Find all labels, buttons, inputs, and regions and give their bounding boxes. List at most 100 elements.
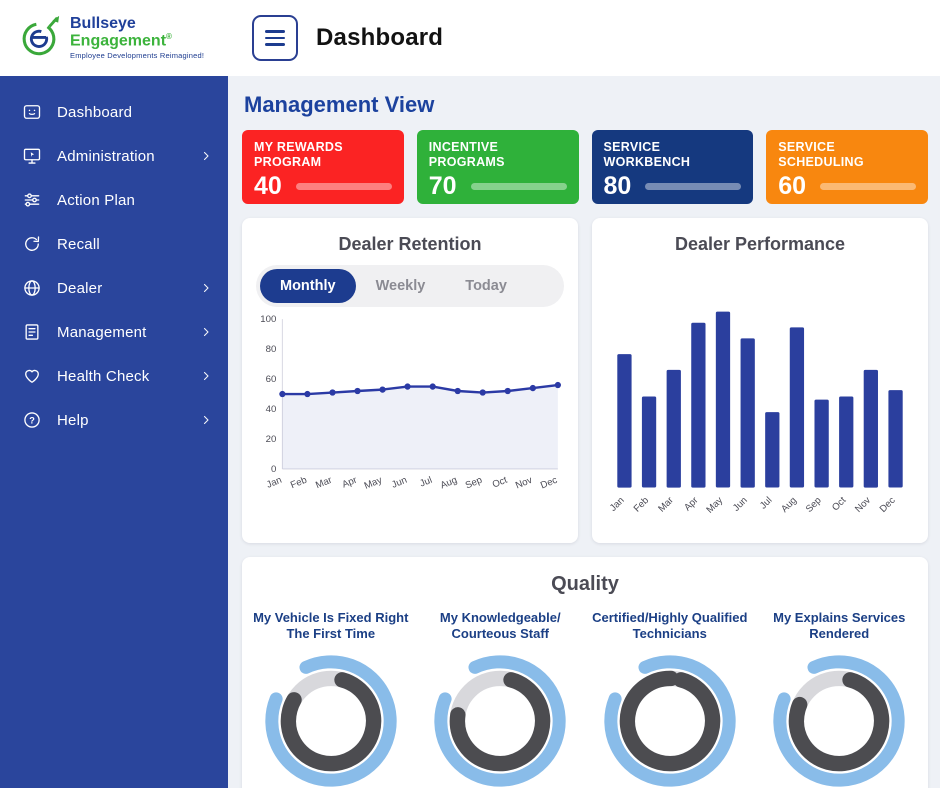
gauge-label: My Vehicle Is Fixed Right The First Time (253, 609, 409, 642)
kpi-value: 70 (428, 172, 457, 200)
dealer-globe-icon (22, 278, 42, 298)
kpi-progress-bar (820, 183, 916, 190)
gauge-label: My Explains Services Rendered (773, 609, 906, 642)
recall-icon (22, 234, 42, 254)
gauge-label: Certified/Highly Qualified Technicians (592, 609, 748, 642)
quality-title: Quality (551, 573, 619, 596)
sidebar-item-dealer[interactable]: Dealer (0, 266, 228, 310)
svg-text:Mar: Mar (656, 494, 676, 514)
gauge-donut (429, 650, 571, 788)
gauge-donut (599, 650, 741, 788)
kpi-progress-bar (645, 183, 742, 190)
dealer-retention-title: Dealer Retention (338, 234, 482, 254)
sidebar-item-management[interactable]: Management (0, 310, 228, 354)
dealer-retention-card: Dealer Retention Monthly Weekly Today 0 2… (242, 218, 578, 544)
kpi-value: 80 (603, 172, 632, 200)
chevron-right-icon (200, 150, 212, 162)
main-area: Dashboard Management View MY REWARDS PRO… (228, 0, 940, 788)
management-report-icon (22, 322, 42, 342)
svg-text:100: 100 (260, 314, 276, 325)
gauge-label: My Knowledgeable/ Courteous Staff (439, 609, 561, 642)
sidebar-item-label: Dashboard (57, 103, 133, 121)
svg-text:60: 60 (266, 374, 277, 385)
administration-icon (22, 146, 42, 166)
dealer-performance-card: Dealer Performance Jan Feb Mar Apr May Jun Jul… (592, 218, 928, 544)
brand-text: Bullseye Engagement® Employee Developmen… (70, 15, 205, 61)
brand-logo-area: Bullseye Engagement® Employee Developmen… (0, 0, 228, 76)
kpi-card-service-scheduling: SERVICE SCHEDULING 60 (766, 130, 928, 204)
hamburger-menu-button[interactable] (252, 15, 298, 61)
brand-name-1: Bullseye (70, 15, 136, 33)
svg-text:Jul: Jul (418, 475, 434, 490)
svg-text:Jan: Jan (265, 475, 283, 491)
sidebar-item-dashboard[interactable]: Dashboard (0, 90, 228, 134)
chevron-right-icon (200, 326, 212, 338)
charts-row: Dealer Retention Monthly Weekly Today 0 2… (242, 218, 928, 544)
sidebar-item-health-check[interactable]: Health Check (0, 354, 228, 398)
bullseye-logo-icon (16, 13, 62, 64)
svg-text:?: ? (29, 415, 35, 425)
kpi-label: INCENTIVE PROGRAMS (428, 140, 505, 169)
kpi-card-my-rewards-program: MY REWARDS PROGRAM 40 (242, 130, 404, 204)
svg-text:Aug: Aug (779, 495, 799, 515)
tab-today[interactable]: Today (445, 269, 527, 303)
sidebar-item-administration[interactable]: Administration (0, 134, 228, 178)
sidebar: Bullseye Engagement® Employee Developmen… (0, 0, 228, 788)
sidebar-item-help[interactable]: ? Help (0, 398, 228, 442)
svg-text:Oct: Oct (830, 495, 849, 514)
kpi-card-service-workbench: SERVICE WORKBENCH 80 (591, 130, 754, 204)
sidebar-item-label: Dealer (57, 279, 103, 297)
sidebar-item-recall[interactable]: Recall (0, 222, 228, 266)
sidebar-item-label: Management (57, 323, 147, 341)
dealer-performance-plot: Jan Feb Mar Apr May Jun Jul Aug Sep Oct Nov Dec (602, 289, 918, 537)
dealer-retention-plot: 0 20 40 60 80 100 Jan Feb Mar Apr May Jun Jul Aug Sep O… (252, 311, 568, 521)
dashboard-icon (22, 102, 42, 122)
gauge-donut (768, 650, 910, 788)
svg-text:0: 0 (271, 464, 276, 475)
tab-monthly[interactable]: Monthly (260, 269, 356, 303)
gauge-vehicle-fixed-right: My Vehicle Is Fixed Right The First Time… (250, 608, 412, 788)
kpi-progress-bar (470, 183, 567, 190)
action-plan-icon (22, 190, 42, 210)
dealer-performance-title: Dealer Performance (674, 234, 846, 254)
content-area: Management View MY REWARDS PROGRAM 40 IN… (228, 76, 940, 788)
svg-text:Nov: Nov (853, 495, 873, 515)
quality-gauges: My Vehicle Is Fixed Right The First Time… (250, 608, 920, 788)
svg-text:May: May (705, 495, 726, 516)
kpi-label: MY REWARDS PROGRAM (254, 140, 343, 169)
help-question-icon: ? (22, 410, 42, 430)
sidebar-item-label: Administration (57, 147, 155, 165)
svg-text:Dec: Dec (539, 475, 559, 492)
svg-text:Mar: Mar (314, 474, 334, 491)
svg-text:40: 40 (266, 404, 277, 415)
gauge-qualified-technicians: Certified/Highly Qualified Technicians G… (589, 608, 751, 788)
svg-text:Sep: Sep (464, 475, 484, 492)
sidebar-item-action-plan[interactable]: Action Plan (0, 178, 228, 222)
top-bar: Dashboard (228, 0, 940, 76)
kpi-label: SERVICE WORKBENCH (603, 140, 691, 169)
svg-text:20: 20 (266, 434, 277, 445)
chevron-right-icon (200, 282, 212, 294)
sidebar-item-label: Help (57, 411, 89, 429)
svg-text:Nov: Nov (514, 475, 534, 492)
kpi-card-incentive-programs: INCENTIVE PROGRAMS 70 (416, 130, 579, 204)
chevron-right-icon (200, 414, 212, 426)
svg-text:Jul: Jul (758, 495, 774, 511)
brand-name-2: Engagement® (70, 31, 172, 50)
kpi-label: SERVICE SCHEDULING (778, 140, 864, 169)
gauge-donut (260, 650, 402, 788)
svg-text:Sep: Sep (804, 495, 824, 515)
svg-text:80: 80 (266, 344, 277, 355)
gauge-knowledgeable-staff: My Knowledgeable/ Courteous Staff GAP: 2… (420, 608, 582, 788)
brand-tagline: Employee Developments Reimagined! (70, 51, 205, 61)
sidebar-nav: Dashboard Administration (0, 76, 228, 788)
kpi-value: 40 (254, 172, 282, 200)
kpi-row: MY REWARDS PROGRAM 40 INCENTIVE PROGRAMS… (242, 130, 928, 204)
svg-text:Jun: Jun (390, 475, 408, 491)
sidebar-item-label: Recall (57, 235, 100, 253)
sidebar-item-label: Health Check (57, 367, 150, 385)
svg-text:Apr: Apr (682, 494, 701, 513)
kpi-progress-bar (295, 183, 392, 190)
tab-weekly[interactable]: Weekly (356, 269, 446, 303)
